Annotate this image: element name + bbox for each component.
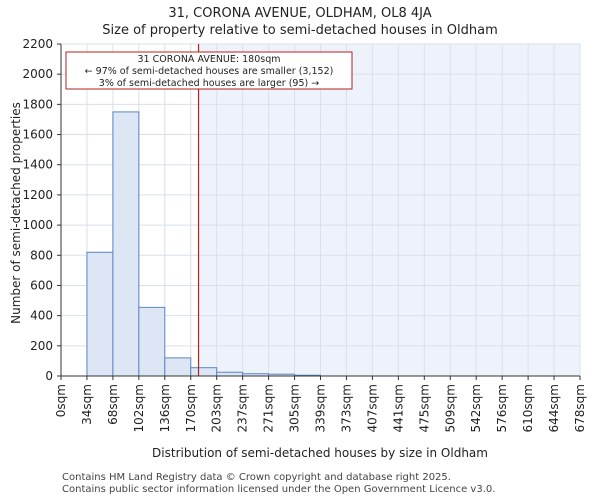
- footer-line-2: Contains public sector information licen…: [62, 484, 496, 495]
- x-tick-label: 0sqm: [54, 384, 68, 417]
- x-tick-label: 542sqm: [469, 384, 483, 432]
- y-tick-label: 2000: [22, 67, 53, 81]
- x-axis-label: Distribution of semi-detached houses by …: [152, 446, 488, 460]
- x-tick-label: 237sqm: [236, 384, 250, 432]
- y-tick-label: 2200: [22, 37, 53, 51]
- x-tick-label: 407sqm: [365, 384, 379, 432]
- x-tick-label: 373sqm: [339, 384, 353, 432]
- y-tick-label: 1600: [22, 128, 53, 142]
- x-tick-label: 576sqm: [495, 384, 509, 432]
- x-tick-label: 339sqm: [314, 384, 328, 432]
- y-tick-label: 1000: [22, 218, 53, 232]
- y-tick-label: 600: [30, 278, 53, 292]
- histogram-bar: [190, 367, 218, 377]
- y-axis-label: Number of semi-detached properties: [9, 102, 23, 324]
- x-tick-label: 644sqm: [547, 384, 561, 432]
- x-tick-label: 271sqm: [262, 384, 276, 432]
- histogram-bar: [138, 306, 166, 377]
- chart-subtitle: Size of property relative to semi-detach…: [102, 23, 498, 38]
- x-tick-label: 509sqm: [443, 384, 457, 432]
- y-tick-label: 200: [30, 339, 53, 353]
- x-tick-label: 678sqm: [573, 384, 587, 432]
- y-tick-label: 800: [30, 248, 53, 262]
- chart-title: 31, CORONA AVENUE, OLDHAM, OL8 4JA: [168, 6, 432, 21]
- annotation-line-2: ← 97% of semi-detached houses are smalle…: [85, 66, 334, 77]
- footer-line-1: Contains HM Land Registry data © Crown c…: [62, 472, 451, 483]
- annotation-line-1: 31 CORONA AVENUE: 180sqm: [138, 54, 281, 65]
- x-tick-label: 34sqm: [80, 384, 94, 425]
- x-tick-label: 441sqm: [391, 384, 405, 432]
- y-tick-label: 1400: [22, 158, 53, 172]
- x-tick-label: 610sqm: [521, 384, 535, 432]
- larger-region-shade: [198, 44, 580, 376]
- x-tick-label: 305sqm: [288, 384, 302, 432]
- histogram-bar: [164, 357, 192, 377]
- histogram-bar: [86, 251, 114, 377]
- x-tick-label: 203sqm: [210, 384, 224, 432]
- annotation-line-3: 3% of semi-detached houses are larger (9…: [99, 78, 319, 89]
- x-tick-label: 475sqm: [417, 384, 431, 432]
- y-tick-label: 400: [30, 309, 53, 323]
- y-tick-label: 1800: [22, 97, 53, 111]
- histogram-bar: [216, 371, 244, 377]
- y-tick-label: 0: [45, 369, 53, 383]
- annotation-box: 31 CORONA AVENUE: 180sqm ← 97% of semi-d…: [65, 51, 353, 90]
- x-tick-label: 102sqm: [132, 384, 146, 432]
- y-tick-label: 1200: [22, 188, 53, 202]
- x-tick-label: 68sqm: [106, 384, 120, 425]
- x-tick-label: 136sqm: [158, 384, 172, 432]
- x-tick-label: 170sqm: [184, 384, 198, 432]
- histogram-bar: [112, 111, 140, 377]
